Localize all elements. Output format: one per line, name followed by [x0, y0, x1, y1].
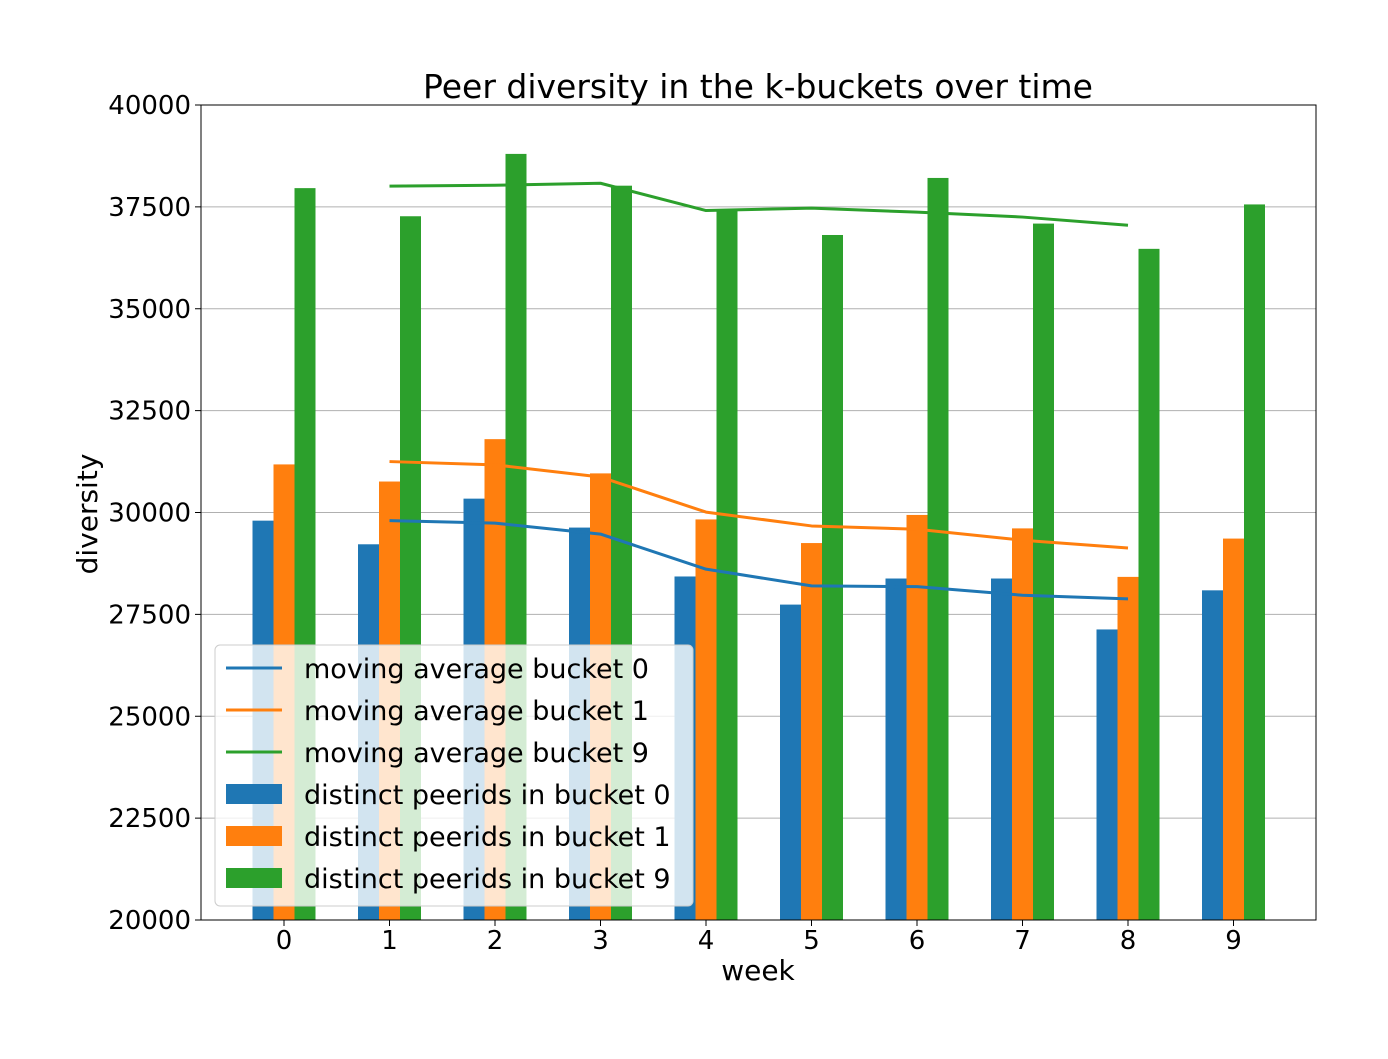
lines-layer — [389, 181, 1129, 601]
chart-title: Peer diversity in the k-buckets over tim… — [423, 67, 1093, 106]
bar-bucket-0-week-6 — [885, 578, 907, 920]
bar-bucket-1-week-7 — [1012, 528, 1033, 920]
legend-label: distinct peerids in bucket 0 — [304, 780, 671, 811]
bar-bucket-0-week-8 — [1096, 629, 1118, 920]
x-tick-label: 2 — [487, 926, 504, 956]
legend-label: moving average bucket 0 — [304, 654, 649, 685]
bar-bucket-1-week-9 — [1223, 538, 1244, 920]
legend-swatch-bar — [226, 868, 282, 888]
legend: moving average bucket 0 moving average bu… — [214, 644, 694, 907]
moving-average-line-2 — [389, 181, 1129, 227]
x-tick-label: 1 — [381, 926, 398, 956]
bar-bucket-0-week-7 — [991, 578, 1012, 920]
bar-bucket-1-week-8 — [1117, 576, 1139, 920]
y-tick-label: 37500 — [108, 193, 191, 223]
moving-average-line-0 — [389, 519, 1129, 601]
ticks-layer: 20000 22500 25000 27500 30000 32500 35000 37500… — [108, 91, 1241, 956]
x-tick-label: 6 — [909, 926, 926, 956]
bar-bucket-2-week-9 — [1244, 204, 1265, 920]
bar-bucket-0-week-5 — [780, 604, 801, 920]
bar-bucket-2-week-7 — [1033, 223, 1054, 920]
bar-bucket-2-week-8 — [1138, 248, 1160, 920]
legend-box — [214, 644, 694, 907]
legend-label: distinct peerids in bucket 1 — [304, 822, 671, 853]
legend-label: moving average bucket 9 — [304, 738, 649, 769]
y-tick-label: 20000 — [108, 906, 191, 936]
bar-bucket-1-week-5 — [801, 543, 822, 920]
x-axis-label: week — [721, 954, 795, 987]
x-tick-label: 9 — [1225, 926, 1242, 956]
legend-label: distinct peerids in bucket 9 — [304, 864, 671, 895]
x-tick-label: 7 — [1014, 926, 1031, 956]
bar-bucket-2-week-4 — [716, 210, 738, 920]
moving-average-line-1 — [389, 460, 1129, 550]
legend-swatch-bar — [226, 826, 282, 846]
y-axis-label: diversity — [71, 454, 104, 575]
x-tick-label: 0 — [276, 926, 293, 956]
bar-bucket-2-week-5 — [822, 234, 843, 920]
y-tick-label: 30000 — [108, 499, 191, 529]
y-tick-label: 22500 — [108, 804, 191, 834]
y-tick-label: 27500 — [108, 600, 191, 630]
x-tick-label: 8 — [1120, 926, 1137, 956]
y-tick-label: 40000 — [108, 91, 191, 121]
y-tick-label: 32500 — [108, 397, 191, 427]
x-tick-label: 5 — [803, 926, 820, 956]
legend-swatch-bar — [226, 784, 282, 804]
y-tick-label: 35000 — [108, 295, 191, 325]
x-tick-label: 4 — [698, 926, 715, 956]
y-tick-label: 25000 — [108, 702, 191, 732]
bar-bucket-2-week-6 — [927, 177, 949, 920]
bar-bucket-1-week-6 — [906, 514, 928, 920]
x-tick-label: 3 — [592, 926, 609, 956]
legend-label: moving average bucket 1 — [304, 696, 649, 727]
bar-bucket-1-week-4 — [695, 519, 717, 920]
bar-bucket-0-week-9 — [1202, 590, 1223, 920]
